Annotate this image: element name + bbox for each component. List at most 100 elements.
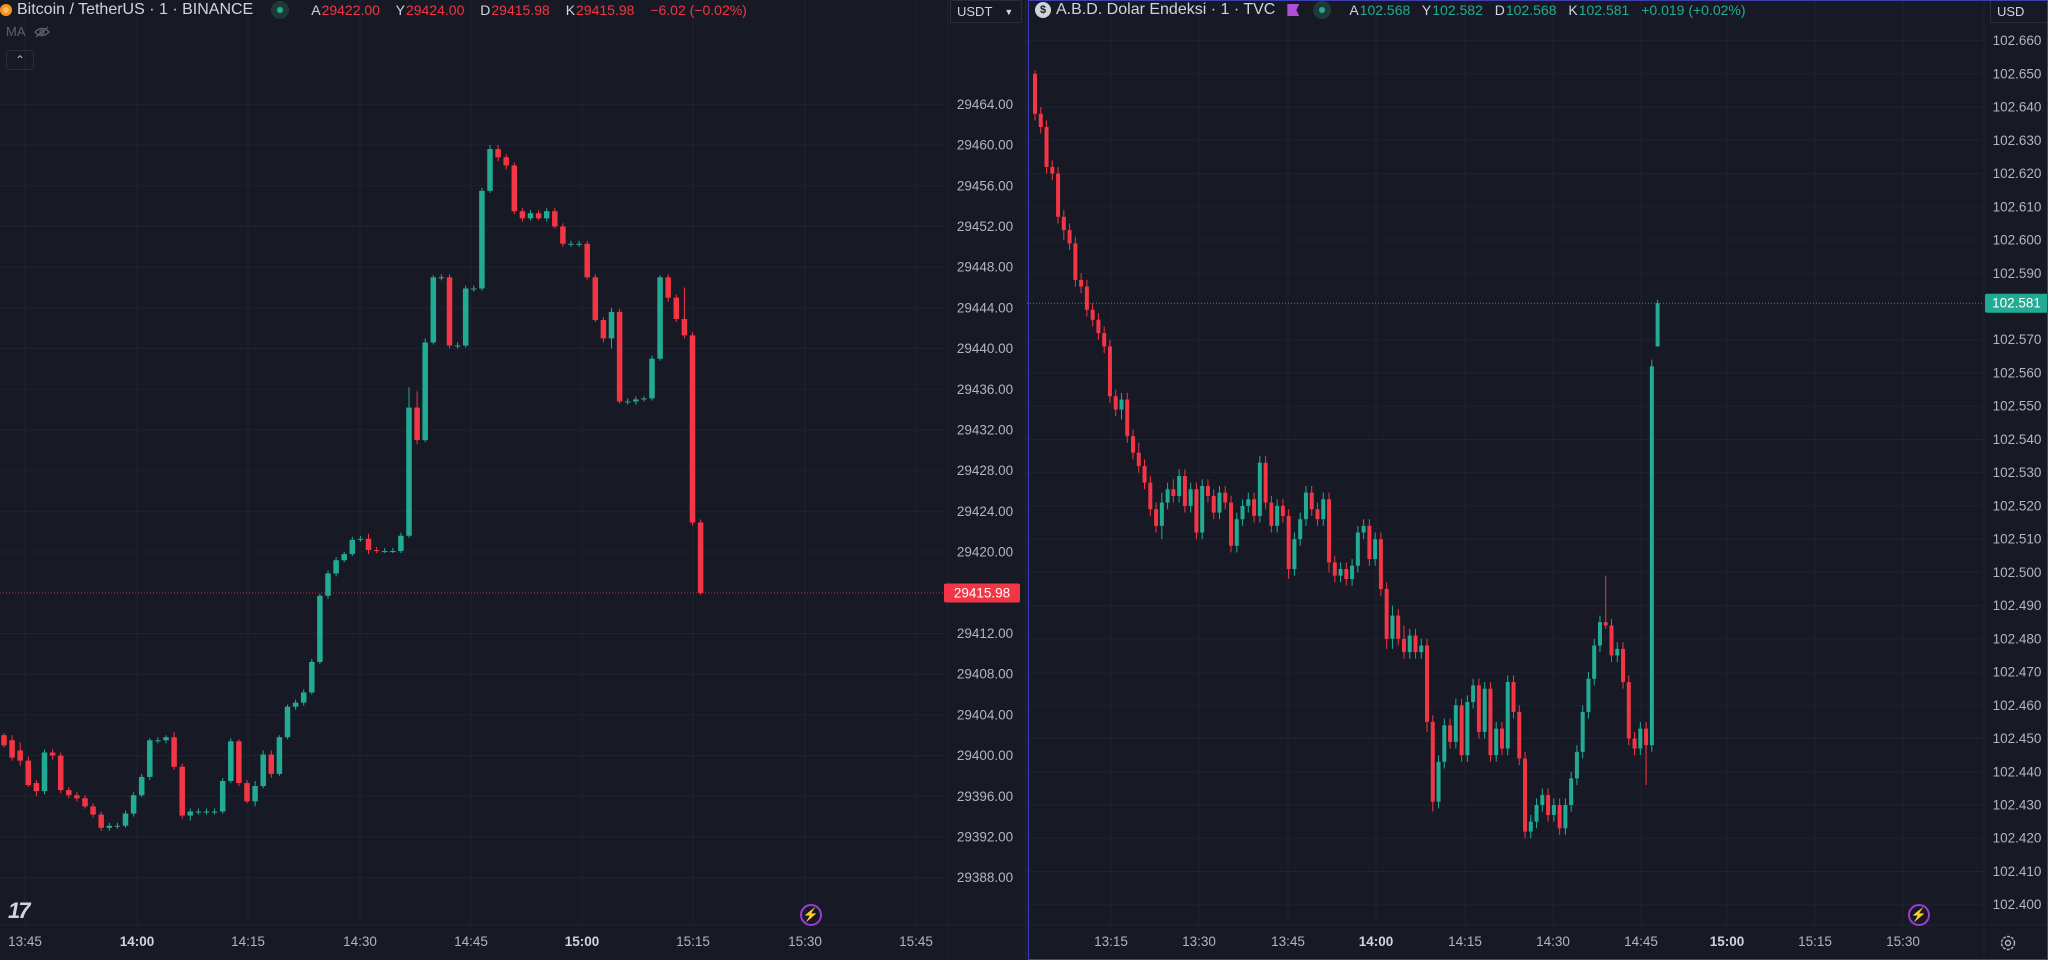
candle-body <box>446 277 453 346</box>
candle-body <box>398 535 404 552</box>
time-axis-tick: 14:30 <box>343 934 377 949</box>
candle-body <box>1638 728 1643 749</box>
candle-body <box>1465 701 1470 756</box>
price-axis-tick: 29424.00 <box>957 504 1013 519</box>
candle-body <box>1367 525 1372 560</box>
candle-body <box>1378 539 1383 589</box>
time-axis-tick: 13:45 <box>8 934 42 949</box>
market-status-icon[interactable] <box>1313 1 1332 19</box>
candle-body <box>1257 462 1262 516</box>
btc-legend: Bitcoin / TetherUS · 1 · BINANCE A29422.… <box>0 0 759 20</box>
btc-currency-select[interactable]: USDT ▼ <box>950 0 1022 23</box>
pane-divider[interactable] <box>1025 0 1027 960</box>
price-axis-tick: 102.410 <box>1993 864 2042 879</box>
price-axis-tick: 29408.00 <box>957 667 1013 682</box>
candle-body <box>1534 805 1539 822</box>
candle-body <box>689 335 696 523</box>
candle-body <box>1148 482 1153 510</box>
candle-body <box>1621 648 1626 683</box>
eye-off-icon[interactable] <box>33 26 50 38</box>
price-axis-tick: 29440.00 <box>957 341 1013 356</box>
candle-body <box>1223 492 1228 503</box>
candle-body <box>163 737 169 741</box>
price-axis-tick: 29464.00 <box>957 97 1013 112</box>
ohlc-close-value: 29415.98 <box>576 2 635 18</box>
btc-chart-pane[interactable]: 29464.00 29460.00 29456.00 29452.00 29448.00… <box>0 0 1025 960</box>
candle-body <box>300 692 307 703</box>
price-axis-tick: 29460.00 <box>957 138 1013 153</box>
candle-body <box>114 825 121 827</box>
candle-body <box>1298 519 1303 540</box>
candle-body <box>309 661 315 693</box>
candle-body <box>1119 399 1124 410</box>
candle-body <box>560 226 566 244</box>
candle-body <box>1580 711 1585 752</box>
price-axis-tick: 29392.00 <box>957 829 1013 844</box>
price-axis-tick: 29456.00 <box>957 178 1013 193</box>
price-axis-tick: 102.420 <box>1993 831 2042 846</box>
market-status-icon[interactable] <box>271 1 290 19</box>
time-axis-tick: 15:15 <box>676 934 710 949</box>
candle-body <box>1229 502 1234 546</box>
candle-body <box>1084 286 1089 310</box>
dxy-symbol-title[interactable]: A.B.D. Dolar Endeksi · 1 · TVC <box>1056 1 1276 18</box>
dxy-currency-select[interactable]: USD <box>1990 0 2048 23</box>
candle-body <box>1546 795 1551 815</box>
candle-body <box>1586 678 1591 712</box>
candle-body <box>568 243 574 245</box>
candle-body <box>1355 532 1360 566</box>
candle-body <box>49 752 56 756</box>
candle-body <box>349 539 356 555</box>
candle-body <box>1269 502 1274 526</box>
btc-symbol-title[interactable]: Bitcoin / TetherUS · 1 · BINANCE <box>17 1 254 18</box>
candle-body <box>341 554 347 561</box>
candle-body <box>1136 452 1141 467</box>
price-axis-tick: 102.650 <box>1993 66 2042 81</box>
candle-body <box>203 811 210 813</box>
candle-body <box>147 740 153 777</box>
time-axis-tick: 13:30 <box>1182 934 1216 949</box>
candle-body <box>697 522 704 593</box>
candle-body <box>1154 509 1159 526</box>
btc-candlestick-chart[interactable]: 29464.00 29460.00 29456.00 29452.00 29448.00… <box>0 0 1025 960</box>
candle-body <box>1626 682 1631 739</box>
time-axis-tick: 14:00 <box>1359 934 1394 949</box>
candle-body <box>1125 399 1130 437</box>
ma-indicator-row[interactable]: MA <box>6 24 50 39</box>
dxy-candlestick-chart[interactable]: 102.660 102.650 102.640 102.630 102.620 102.6… <box>1027 0 2048 960</box>
price-axis-tick: 102.460 <box>1993 698 2042 713</box>
ohlc-close-label: K <box>565 2 576 18</box>
candle-body <box>1038 113 1043 128</box>
candle-body <box>430 277 437 343</box>
candle-body <box>138 776 145 796</box>
candle-body <box>462 288 469 346</box>
price-axis-tick: 102.610 <box>1993 199 2042 214</box>
ma-indicator-label[interactable]: MA <box>6 24 26 39</box>
dxy-chart-pane[interactable]: 102.660 102.650 102.640 102.630 102.620 102.6… <box>1027 0 2048 960</box>
candle-body <box>1396 615 1401 639</box>
settings-icon[interactable] <box>1999 934 2017 952</box>
candle-body <box>1107 346 1112 397</box>
candle-body <box>1384 588 1389 639</box>
candle-body <box>592 277 599 321</box>
candle-body <box>1286 515 1291 570</box>
candle-body <box>422 342 428 441</box>
candle-body <box>252 786 258 802</box>
lightning-icon[interactable]: ⚡ <box>800 904 822 926</box>
candle-body <box>17 750 23 761</box>
price-axis-tick: 102.630 <box>1993 133 2042 148</box>
candle-body <box>1609 625 1614 656</box>
candle-body <box>1425 645 1430 722</box>
lightning-icon[interactable]: ⚡ <box>1908 904 1930 926</box>
candle-body <box>317 595 323 662</box>
tradingview-logo-icon[interactable]: 17 <box>8 898 31 923</box>
candle-body <box>1234 519 1239 546</box>
ohlc-open-label: A <box>311 2 321 18</box>
candle-body <box>236 741 242 784</box>
flag-icon[interactable] <box>1287 4 1300 16</box>
candle-body <box>74 795 80 799</box>
candle-body <box>1061 216 1066 231</box>
candle-body <box>1159 502 1164 526</box>
candle-body <box>1303 492 1308 520</box>
collapse-legend-button[interactable]: ⌃ <box>6 50 34 70</box>
